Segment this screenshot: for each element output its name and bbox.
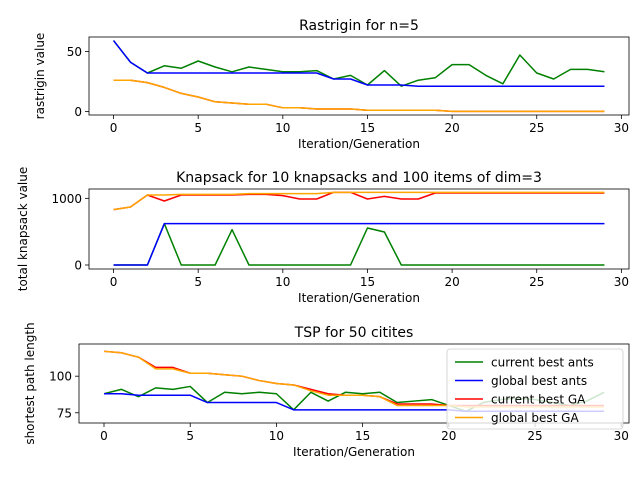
x-tick-label: 5	[194, 121, 202, 135]
chart-1: 0 5 10 15 20 25 30 0 50 Rastrigin for n=5 Iteratio…	[33, 18, 630, 151]
x-tick-label: 15	[360, 275, 375, 289]
chart-title: Knapsack for 10 knapsacks and 100 items …	[176, 170, 542, 186]
y-axis-label: rastrigin value	[33, 33, 47, 120]
x-tick-label: 25	[529, 121, 544, 135]
y-tick-label: 0	[74, 259, 82, 273]
legend-label-current-ga: current best GA	[491, 393, 586, 407]
axes-frame	[78, 343, 630, 424]
legend-label-global-ants: global best ants	[491, 374, 587, 388]
x-tick-label: 25	[527, 429, 542, 443]
chart-3: 0 5 10 15 20 25 30 75 100 TSP for 50 citites Itera…	[23, 322, 630, 459]
legend: current best ants global best ants current…	[446, 348, 624, 430]
x-tick-label: 10	[275, 275, 290, 289]
legend-label-global-ga: global best GA	[491, 411, 579, 425]
x-tick-label: 20	[441, 429, 456, 443]
x-axis-label: Iteration/Generation	[298, 137, 420, 151]
x-axis-label: Iteration/Generation	[293, 445, 415, 459]
x-tick-label: 5	[186, 429, 194, 443]
x-tick-label: 5	[194, 275, 202, 289]
chart-title: Rastrigin for n=5	[299, 18, 419, 34]
legend-label-current-ants: current best ants	[491, 356, 594, 370]
x-tick-label: 30	[614, 121, 629, 135]
axes-frame	[88, 36, 630, 116]
y-tick-label: 0	[74, 105, 82, 119]
x-tick-label: 0	[110, 275, 118, 289]
chart-2: 0 5 10 15 20 25 30 0 1000 Knapsack for 10 knapsac…	[16, 167, 630, 305]
axes-frame	[88, 188, 630, 270]
y-tick-label: 50	[67, 45, 82, 59]
y-tick-label: 75	[57, 406, 72, 420]
x-tick-label: 25	[529, 275, 544, 289]
x-tick-label: 15	[360, 121, 375, 135]
x-tick-label: 15	[355, 429, 370, 443]
x-tick-label: 10	[269, 429, 284, 443]
series-line-global-ga	[113, 191, 605, 211]
y-axis-label: total knapsack value	[16, 167, 30, 292]
x-tick-label: 30	[614, 429, 629, 443]
series-line-global-ga	[113, 79, 605, 113]
x-tick-label: 30	[614, 275, 629, 289]
legend-box	[446, 348, 624, 430]
x-tick-label: 0	[110, 121, 118, 135]
series-group	[113, 191, 605, 266]
series-line-global-ants	[112, 40, 605, 87]
chart-title: TSP for 50 citites	[294, 325, 414, 341]
series-line-current-ants	[113, 222, 605, 266]
y-axis-label: shortest path length	[23, 322, 37, 444]
series-line-current-ga	[113, 79, 605, 113]
x-tick-label: 10	[275, 121, 290, 135]
x-tick-label: 20	[444, 121, 459, 135]
series-line-current-ants	[112, 40, 605, 87]
series-line-global-ants	[113, 222, 605, 266]
y-tick-label: 1000	[51, 192, 82, 206]
series-group	[112, 40, 605, 113]
x-tick-label: 20	[444, 275, 459, 289]
y-tick-label: 100	[49, 370, 72, 384]
x-axis-label: Iteration/Generation	[298, 291, 420, 305]
x-tick-label: 0	[100, 429, 108, 443]
